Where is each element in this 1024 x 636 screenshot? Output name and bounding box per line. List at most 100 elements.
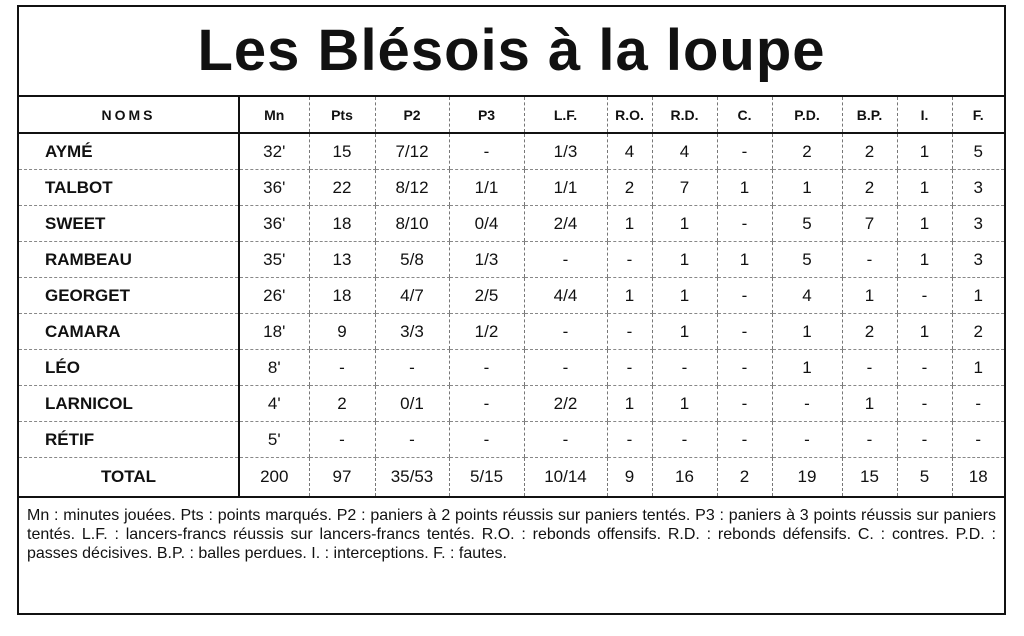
stat-cell: 8/12 [374,169,449,206]
column-header: L.F. [523,97,607,134]
stat-cell: 22 [308,169,375,206]
stat-cell: - [308,349,375,386]
stat-cell: 2 [606,169,652,206]
stat-cell: 9 [606,457,652,498]
stat-cell: 18' [239,313,309,350]
stat-cell: 2 [951,313,1004,350]
stat-cell: - [606,421,652,458]
stat-cell: 4/4 [523,277,607,314]
table-row: SWEET 36' 18 8/10 0/4 2/4 1 1-5 7 1 3 [19,205,1004,242]
stat-cell: 1 [716,241,772,278]
stat-cell: 1 [896,241,952,278]
stat-cell: - [651,421,717,458]
stat-cell: - [841,349,897,386]
stat-cell: 0/4 [448,205,524,242]
stat-cell: 18 [308,277,375,314]
player-name: LÉO [19,349,240,386]
stat-cell: - [523,349,607,386]
stat-cell: 2/4 [523,205,607,242]
column-header: P3 [448,97,524,134]
column-header: NOMS [19,97,240,134]
column-header: Pts [308,97,375,134]
stat-cell: - [448,421,524,458]
stat-cell: - [896,421,952,458]
stat-cell: - [448,133,524,170]
stat-cell: - [841,421,897,458]
stat-cell: 1 [771,313,842,350]
column-header: F. [951,97,1004,134]
stat-cell: 32' [239,133,309,170]
stat-cell: 3 [951,205,1004,242]
stat-cell: - [771,385,842,422]
stat-cell: - [606,241,652,278]
stat-cell: - [771,421,842,458]
stat-cell: 5 [951,133,1004,170]
column-header: Mn [239,97,309,134]
stat-cell: 1 [841,277,897,314]
legend-text: Mn : minutes jouées. Pts : points marqué… [27,507,996,562]
stat-cell: - [716,277,772,314]
stat-cell: - [716,205,772,242]
stat-cell: - [716,421,772,458]
stat-cell: 2/2 [523,385,607,422]
stat-cell: 7 [841,205,897,242]
column-header: P2 [374,97,449,134]
column-header: C. [716,97,772,134]
table-row: RÉTIF 5' - - - - - - - - - - - [19,421,1004,458]
stat-cell: - [523,241,607,278]
stat-cell: 2 [308,385,375,422]
player-name: SWEET [19,205,240,242]
stat-cell: 5' [239,421,309,458]
column-header: R.O. [606,97,652,134]
table-row: AYMÉ 32' 15 7/12-1/3 4 4-2 2 1 5 [19,133,1004,170]
stat-cell: - [606,349,652,386]
table-row: RAMBEAU 35' 13 5/8 1/3- -1 1 5-1 3 [19,241,1004,278]
stat-cell: - [606,313,652,350]
stat-cell: 16 [651,457,717,498]
stat-cell: 2 [841,313,897,350]
stat-cell: - [951,421,1004,458]
stat-cell: 1 [771,169,842,206]
stat-cell: 1 [896,133,952,170]
stat-cell: - [374,421,449,458]
stats-table: NOMS Mn Pts P2 P3 L.F. R.O. R.D. C. P.D. B.P. I. F. … [19,97,1004,498]
stat-cell: 26' [239,277,309,314]
stat-cell: - [896,277,952,314]
column-header: R.D. [651,97,717,134]
column-header: I. [896,97,952,134]
stat-cell: - [523,313,607,350]
stat-cell: - [448,385,524,422]
table-header: NOMS Mn Pts P2 P3 L.F. R.O. R.D. C. P.D. B.P. I. F. [19,97,1004,134]
stat-cell: 1 [606,385,652,422]
stat-cell: 18 [951,457,1004,498]
stat-cell: 15 [308,133,375,170]
stat-cell: 8/10 [374,205,449,242]
stat-cell: 1 [896,313,952,350]
stat-cell: 2/5 [448,277,524,314]
column-header: B.P. [841,97,897,134]
stat-cell: 10/14 [523,457,607,498]
stat-cell: - [896,349,952,386]
stat-cell: - [896,385,952,422]
stat-cell: 1 [651,313,717,350]
stat-cell: - [951,385,1004,422]
stat-cell: 1 [651,277,717,314]
stat-cell: 1 [896,169,952,206]
stat-cell: - [841,241,897,278]
player-name: CAMARA [19,313,240,350]
page-title: Les Blésois à la loupe [19,7,1004,97]
stat-cell: 2 [771,133,842,170]
stat-cell: 15 [841,457,897,498]
table-row: TALBOT 36' 22 8/12 1/1 1/1 2 7 1 1 2 1 3 [19,169,1004,206]
stat-cell: 5/15 [448,457,524,498]
table-row: LÉO 8' - - - - - - -1- -1 [19,349,1004,386]
stat-cell: 1/3 [523,133,607,170]
stat-cell: 36' [239,169,309,206]
stat-cell: 2 [716,457,772,498]
stat-cell: 1 [951,277,1004,314]
stats-box: Les Blésois à la loupe NOMS Mn Pts P2 P3 L.F.… [17,5,1006,615]
player-name: GEORGET [19,277,240,314]
stat-cell: 19 [771,457,842,498]
stat-cell: 1/3 [448,241,524,278]
stat-cell: - [308,421,375,458]
